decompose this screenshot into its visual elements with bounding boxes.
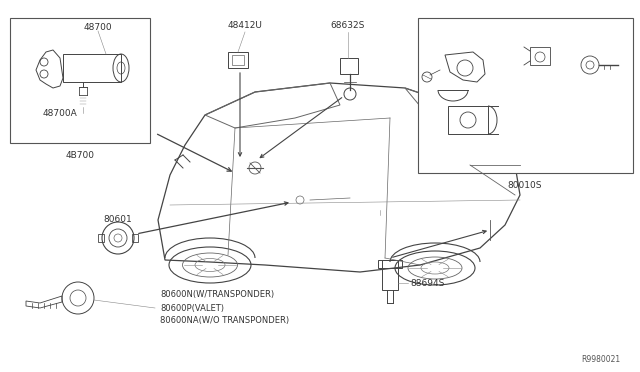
Bar xyxy=(340,58,358,74)
Bar xyxy=(448,106,488,134)
Bar xyxy=(10,18,150,143)
Bar xyxy=(63,54,121,82)
Bar xyxy=(530,47,550,65)
Bar xyxy=(98,234,104,242)
Text: 48412U: 48412U xyxy=(228,22,262,31)
Bar xyxy=(382,260,398,290)
Text: 80600N(W/TRANSPONDER): 80600N(W/TRANSPONDER) xyxy=(160,291,274,299)
Bar xyxy=(378,260,402,268)
Text: R9980021: R9980021 xyxy=(581,356,620,365)
Bar xyxy=(228,52,248,68)
Bar xyxy=(418,18,633,173)
Text: 80010S: 80010S xyxy=(508,180,542,189)
Text: 80601: 80601 xyxy=(104,215,132,224)
Bar xyxy=(132,234,138,242)
Text: 48700A: 48700A xyxy=(43,109,77,118)
Text: 68632S: 68632S xyxy=(331,22,365,31)
Text: 80600P(VALET): 80600P(VALET) xyxy=(160,304,224,312)
Text: 80600NA(W/O TRANSPONDER): 80600NA(W/O TRANSPONDER) xyxy=(160,317,289,326)
Text: 4B700: 4B700 xyxy=(65,151,95,160)
Text: 88694S: 88694S xyxy=(410,279,444,288)
Text: 48700: 48700 xyxy=(84,23,112,32)
Bar xyxy=(232,55,244,65)
